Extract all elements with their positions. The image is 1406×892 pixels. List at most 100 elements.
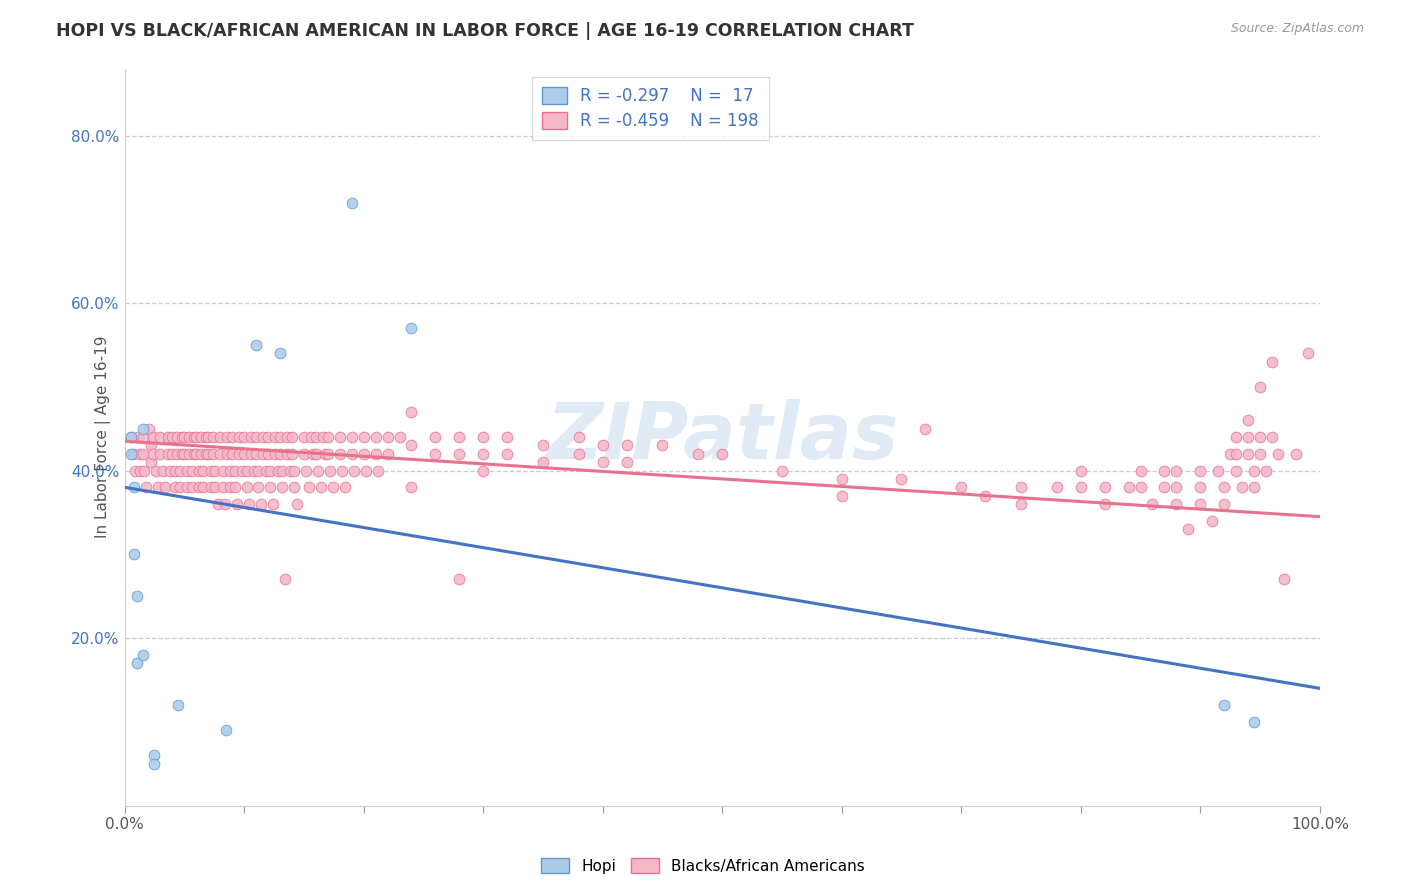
Point [340,195,363,210]
Point [173,430,195,444]
Point [333,480,356,494]
Point [156,447,179,461]
Point [283,464,305,478]
Point [143,748,166,763]
Point [127,430,149,444]
Point [343,464,366,478]
Point [142,447,165,461]
Point [353,430,375,444]
Point [1261,354,1284,368]
Point [176,464,198,478]
Point [1272,573,1295,587]
Point [281,447,304,461]
Point [176,480,198,494]
Text: ZIPatlas: ZIPatlas [546,399,898,475]
Point [167,698,190,712]
Point [131,430,153,444]
Point [1046,480,1069,494]
Point [240,430,263,444]
Point [166,430,188,444]
Point [218,464,240,478]
Point [1225,430,1247,444]
Point [1010,480,1032,494]
Point [1153,480,1175,494]
Point [197,430,219,444]
Point [228,447,250,461]
Point [1225,447,1247,461]
Point [170,447,193,461]
Point [1177,522,1199,536]
Point [340,430,363,444]
Point [1237,430,1260,444]
Point [377,430,399,444]
Point [364,447,387,461]
Point [305,447,328,461]
Point [1070,464,1092,478]
Point [129,464,152,478]
Point [194,430,217,444]
Point [831,489,853,503]
Point [120,430,142,444]
Point [1129,464,1152,478]
Point [292,447,315,461]
Point [187,480,209,494]
Point [202,447,225,461]
Point [139,438,162,452]
Point [202,430,225,444]
Point [974,489,997,503]
Point [269,430,291,444]
Point [1249,430,1271,444]
Point [1249,447,1271,461]
Point [1237,413,1260,427]
Point [152,464,174,478]
Point [162,447,184,461]
Point [425,430,447,444]
Point [531,455,554,469]
Point [131,447,153,461]
Point [209,447,232,461]
Point [914,422,936,436]
Point [568,447,591,461]
Point [200,464,222,478]
Point [329,430,352,444]
Point [149,447,172,461]
Point [179,430,201,444]
Point [247,464,270,478]
Point [122,480,145,494]
Point [531,438,554,452]
Point [169,464,191,478]
Point [1285,447,1308,461]
Point [183,447,205,461]
Point [264,447,287,461]
Point [770,464,793,478]
Point [1189,480,1212,494]
Point [252,430,274,444]
Point [228,430,250,444]
Point [221,447,243,461]
Point [180,464,202,478]
Point [568,430,591,444]
Point [169,480,191,494]
Point [1166,480,1188,494]
Point [231,464,253,478]
Point [890,472,912,486]
Point [319,464,342,478]
Text: HOPI VS BLACK/AFRICAN AMERICAN IN LABOR FORCE | AGE 16-19 CORRELATION CHART: HOPI VS BLACK/AFRICAN AMERICAN IN LABOR … [56,22,914,40]
Point [180,480,202,494]
Point [1213,698,1236,712]
Point [309,480,332,494]
Point [276,447,298,461]
Point [1094,497,1116,511]
Point [155,480,177,494]
Point [1254,464,1277,478]
Point [142,430,165,444]
Point [278,464,301,478]
Point [257,447,280,461]
Point [120,447,142,461]
Point [242,464,264,478]
Point [233,430,256,444]
Point [252,447,274,461]
Point [274,573,297,587]
Point [276,430,298,444]
Point [129,447,152,461]
